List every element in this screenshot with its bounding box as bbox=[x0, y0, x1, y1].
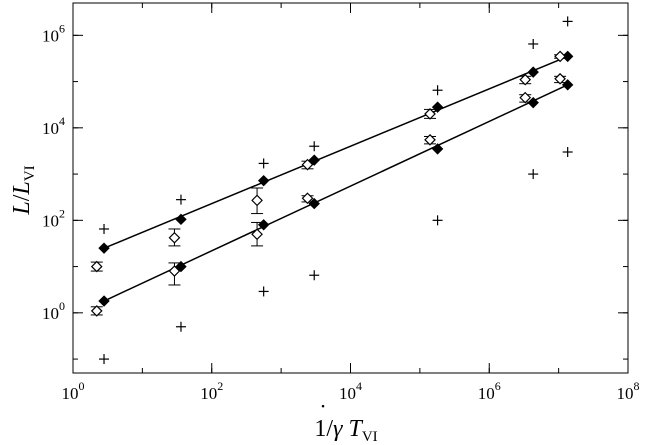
plus-point bbox=[309, 141, 320, 152]
open-diamond-point bbox=[424, 133, 436, 146]
y-tick-label: 100 bbox=[42, 299, 65, 323]
plus-point bbox=[258, 286, 269, 297]
filled-diamond-point bbox=[527, 96, 539, 109]
y-tick-exp: 2 bbox=[59, 206, 65, 220]
open-diamond-point bbox=[251, 194, 263, 207]
filled-diamond-point bbox=[431, 101, 444, 113]
plus-point bbox=[528, 38, 539, 49]
y-tick-base: 10 bbox=[42, 26, 59, 45]
fit-lines bbox=[103, 55, 568, 302]
y-tick-exp: 6 bbox=[59, 21, 65, 35]
x-tick-exp: 2 bbox=[217, 379, 223, 393]
x-tick-label: 100 bbox=[62, 379, 85, 403]
open-diamond-point bbox=[168, 231, 181, 244]
x-label-prefix: 1/ bbox=[314, 416, 333, 442]
filled-diamond-point bbox=[98, 242, 110, 254]
markers bbox=[90, 16, 574, 365]
y-tick-base: 10 bbox=[42, 304, 59, 323]
open-diamond-point bbox=[424, 108, 436, 120]
filled-diamond-point bbox=[308, 197, 320, 210]
plus-point bbox=[432, 215, 443, 226]
open-diamond-point bbox=[90, 305, 103, 317]
filled-diamond-point bbox=[257, 174, 270, 187]
plus-point bbox=[309, 270, 320, 281]
open-diamond-point bbox=[168, 265, 181, 277]
filled-diamond-point bbox=[175, 213, 187, 226]
filled-diamond-point bbox=[561, 50, 574, 63]
x-tick-base: 10 bbox=[617, 384, 634, 403]
y-tick-label: 104 bbox=[42, 114, 65, 138]
plus-point bbox=[175, 321, 186, 332]
open-diamond-point bbox=[90, 260, 103, 273]
open-diamond-point bbox=[301, 192, 314, 205]
filled-diamond-point bbox=[175, 260, 187, 273]
y-tick-exp: 0 bbox=[59, 299, 65, 313]
filled-diamond-point bbox=[257, 219, 270, 231]
x-tick-label: 106 bbox=[478, 379, 501, 403]
y-tick-label: 106 bbox=[42, 21, 65, 45]
filled-diamond-point bbox=[527, 66, 539, 78]
x-axis-label: 1/γ TVI bbox=[314, 416, 377, 445]
open-diamond-point bbox=[519, 73, 532, 86]
x-label-gamma: γ bbox=[333, 416, 343, 442]
y-label-sub: VI bbox=[22, 165, 38, 181]
open-diamond-point bbox=[251, 228, 263, 241]
fit-line bbox=[103, 55, 568, 249]
x-tick-base: 10 bbox=[478, 384, 495, 403]
y-label-L2: L bbox=[9, 181, 35, 195]
y-tick-label: 102 bbox=[42, 206, 65, 230]
x-tick-base: 10 bbox=[339, 384, 356, 403]
filled-diamond-point bbox=[308, 154, 320, 166]
y-label-L1: L bbox=[9, 201, 35, 215]
y-tick-base: 10 bbox=[42, 119, 59, 138]
x-tick-label: 102 bbox=[200, 379, 223, 403]
x-tick-exp: 8 bbox=[634, 379, 640, 393]
x-label-sub: VI bbox=[362, 429, 378, 445]
minor-ticks bbox=[72, 3, 629, 373]
major-ticks bbox=[72, 3, 629, 373]
plus-point bbox=[528, 169, 539, 180]
plus-point bbox=[99, 354, 110, 365]
error-bars bbox=[90, 54, 572, 316]
x-tick-label: 108 bbox=[617, 379, 640, 403]
filled-diamond-point bbox=[561, 79, 574, 91]
y-axis-label: L/LVI bbox=[9, 165, 38, 215]
y-tick-exp: 4 bbox=[59, 114, 65, 128]
x-label-dot: ˙ bbox=[319, 401, 327, 427]
plus-point bbox=[562, 16, 573, 27]
filled-diamond-point bbox=[98, 295, 110, 307]
y-label-slash: / bbox=[9, 194, 35, 201]
x-tick-base: 10 bbox=[62, 384, 79, 403]
filled-diamond-point bbox=[431, 143, 444, 155]
y-tick-base: 10 bbox=[42, 211, 59, 230]
x-tick-label: 104 bbox=[339, 379, 362, 403]
x-tick-exp: 0 bbox=[79, 379, 85, 393]
x-tick-exp: 6 bbox=[495, 379, 501, 393]
plus-point bbox=[432, 85, 443, 96]
open-diamond-point bbox=[301, 158, 314, 171]
open-diamond-point bbox=[554, 72, 566, 85]
plus-point bbox=[562, 147, 573, 158]
open-diamond-point bbox=[554, 50, 566, 63]
x-tick-base: 10 bbox=[200, 384, 217, 403]
plot-frame bbox=[72, 2, 629, 374]
x-label-T: T bbox=[348, 416, 363, 442]
x-tick-exp: 4 bbox=[356, 379, 362, 393]
plus-point bbox=[99, 223, 110, 234]
plus-point bbox=[175, 194, 186, 205]
plus-point bbox=[258, 158, 269, 169]
open-diamond-point bbox=[519, 91, 532, 104]
